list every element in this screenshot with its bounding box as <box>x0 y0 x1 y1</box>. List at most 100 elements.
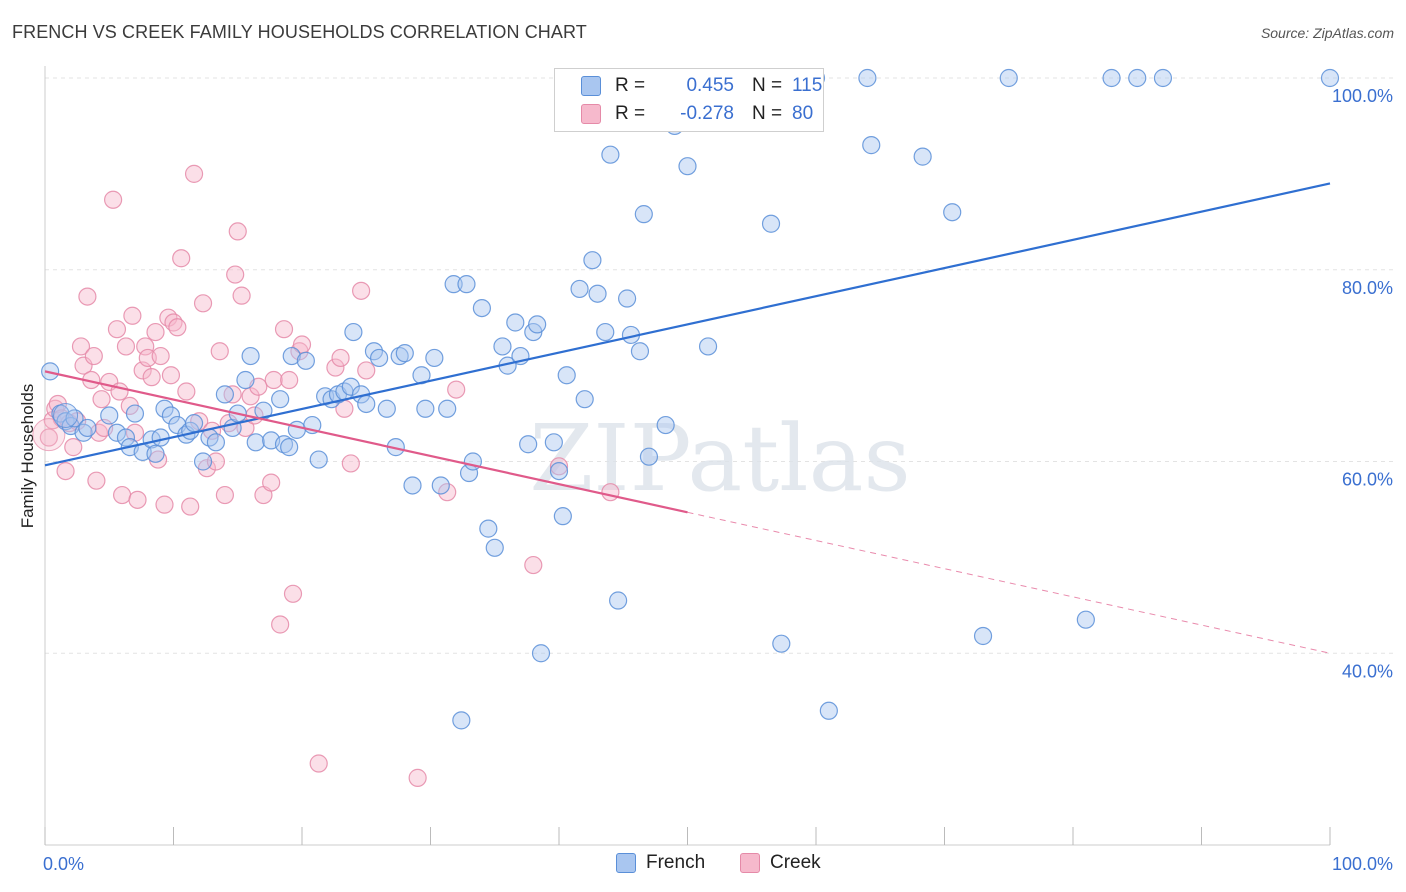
french-point <box>772 634 791 653</box>
creek-point <box>172 249 191 268</box>
french-point <box>155 399 174 418</box>
legend-label-creek: Creek <box>770 852 821 873</box>
creek-point <box>125 423 145 442</box>
french-point <box>193 452 213 471</box>
french-point <box>588 284 607 303</box>
creek-point <box>168 318 187 337</box>
french-point <box>913 147 932 166</box>
trendlines <box>44 182 1331 654</box>
french-point <box>506 313 525 332</box>
french-point <box>575 390 594 409</box>
creek-point <box>71 337 91 356</box>
chart-title: FRENCH VS CREEK FAMILY HOUSEHOLDS CORREL… <box>12 22 587 42</box>
creek-point <box>87 471 106 490</box>
creek-point <box>524 555 543 575</box>
creek-point <box>104 190 123 209</box>
french-point <box>65 409 84 428</box>
french-point <box>444 275 463 294</box>
french-point <box>479 519 498 538</box>
french-point <box>370 348 389 368</box>
french-point <box>287 420 306 439</box>
french-point <box>125 404 145 423</box>
french-point <box>274 435 294 454</box>
french-point <box>344 322 363 342</box>
x-tick-label: 0.0% <box>43 854 84 874</box>
french-point <box>296 351 315 370</box>
french-point <box>184 414 204 433</box>
creek-point <box>274 320 294 339</box>
french-point <box>596 322 615 342</box>
french-point <box>698 337 718 356</box>
french-point <box>151 428 170 447</box>
french-point <box>438 399 457 418</box>
french-point <box>425 348 444 368</box>
french-point <box>236 370 255 390</box>
creek-points <box>32 164 620 787</box>
french-point <box>41 362 60 381</box>
creek-point <box>155 495 174 514</box>
creek-point <box>223 385 242 404</box>
creek-point <box>215 485 234 505</box>
french-point <box>639 447 659 466</box>
y-tick-label: 80.0% <box>1342 278 1393 298</box>
creek-point <box>283 584 303 603</box>
french-point <box>656 415 675 435</box>
gridlines <box>45 77 1395 654</box>
creek-point <box>32 418 66 452</box>
legend-row-french: R = 0.455 N = 115 <box>581 74 822 98</box>
french-swatch <box>616 853 636 873</box>
french-points <box>41 68 1340 730</box>
creek-point <box>84 346 103 366</box>
french-point <box>678 157 697 176</box>
french-point <box>1128 68 1147 88</box>
french-point <box>1320 68 1340 88</box>
french-point <box>309 450 328 469</box>
french-point <box>973 626 993 646</box>
creek-point <box>262 473 281 492</box>
creek-swatch <box>581 104 601 124</box>
creek-point <box>232 286 251 305</box>
n-value: 115 <box>792 75 823 96</box>
n-label: N = <box>752 103 783 124</box>
french-point <box>618 289 637 308</box>
french-point <box>858 68 877 88</box>
french-point <box>457 275 476 294</box>
french-point <box>1076 610 1095 629</box>
creek-point <box>193 294 213 313</box>
french-point <box>999 68 1018 88</box>
french-point <box>1102 68 1121 88</box>
creek-point <box>331 348 350 368</box>
creek-point <box>64 438 83 457</box>
legend-item-french: French <box>616 852 705 874</box>
creek-point <box>408 768 427 787</box>
legend-row-creek: R = -0.278 N = 80 <box>581 102 813 126</box>
creek-point <box>236 418 255 438</box>
french-point <box>357 394 376 414</box>
french-point <box>377 399 396 418</box>
creek-point <box>206 452 226 471</box>
creek-point <box>341 454 360 473</box>
creek-point <box>177 382 196 401</box>
french-point <box>206 433 226 452</box>
creek-point <box>228 222 247 241</box>
french-point <box>1153 68 1173 88</box>
french-point <box>549 461 569 481</box>
creek-point <box>39 428 58 447</box>
creek-trendline-extension <box>687 511 1331 654</box>
y-tick-label: 40.0% <box>1342 661 1393 681</box>
legend-item-creek: Creek <box>740 852 821 874</box>
creek-point <box>280 370 299 390</box>
french-point <box>53 402 79 428</box>
creek-point <box>549 457 569 476</box>
x-tick-label: 100.0% <box>1332 854 1393 874</box>
french-point <box>485 538 504 557</box>
y-axis-label: Family Households <box>18 383 37 529</box>
french-point <box>215 385 234 404</box>
creek-point <box>56 461 75 481</box>
french-point <box>246 433 265 452</box>
y-tick-label: 100.0% <box>1332 86 1393 106</box>
creek-point <box>128 490 147 509</box>
french-point <box>630 342 650 361</box>
french-point <box>100 406 119 425</box>
